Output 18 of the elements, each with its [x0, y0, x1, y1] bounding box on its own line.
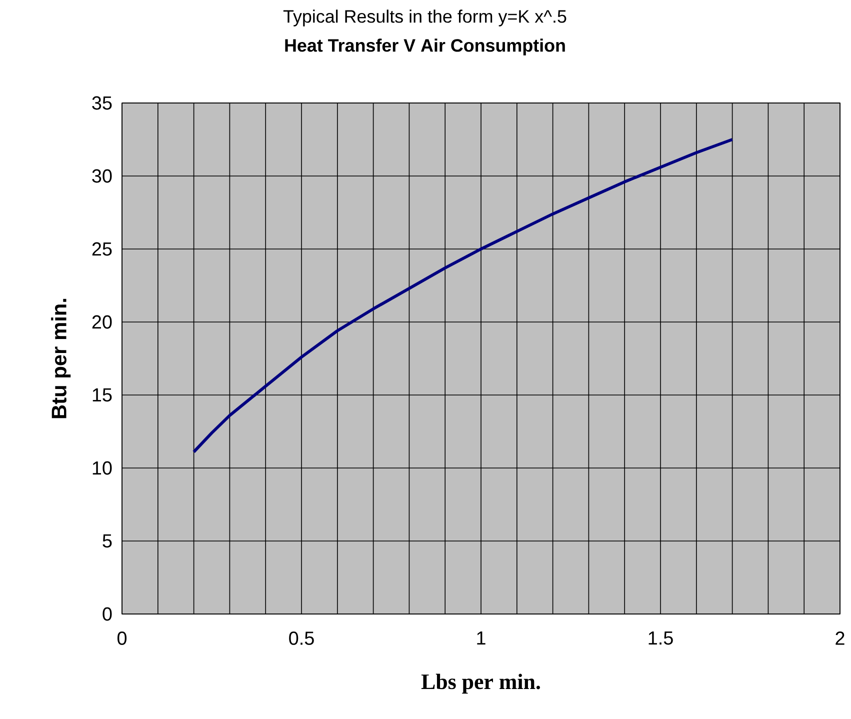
x-tick-label: 2 — [836, 632, 844, 645]
y-tick-label: 30 — [92, 169, 112, 183]
chart-title: Typical Results in the form y=K x^.5 — [283, 10, 566, 26]
x-tick-label: 1.5 — [648, 632, 673, 645]
y-tick-label: 35 — [92, 96, 112, 110]
chart-subtitle: Heat Transfer V Air Consumption — [285, 38, 565, 56]
y-tick-label: 0 — [102, 607, 112, 621]
x-axis-title: Lbs per min. — [421, 674, 540, 694]
y-tick-label: 15 — [92, 388, 112, 402]
y-tick-label: 5 — [102, 534, 112, 548]
y-tick-label: 10 — [92, 461, 112, 475]
y-tick-label: 25 — [92, 242, 112, 256]
x-tick-label: 0 — [117, 632, 127, 645]
x-tick-label: 0.5 — [289, 632, 314, 645]
line-series — [192, 138, 734, 454]
y-axis-title: Btu per min. — [51, 298, 71, 418]
x-tick-label: 1 — [477, 632, 486, 645]
y-tick-label: 20 — [92, 315, 112, 329]
